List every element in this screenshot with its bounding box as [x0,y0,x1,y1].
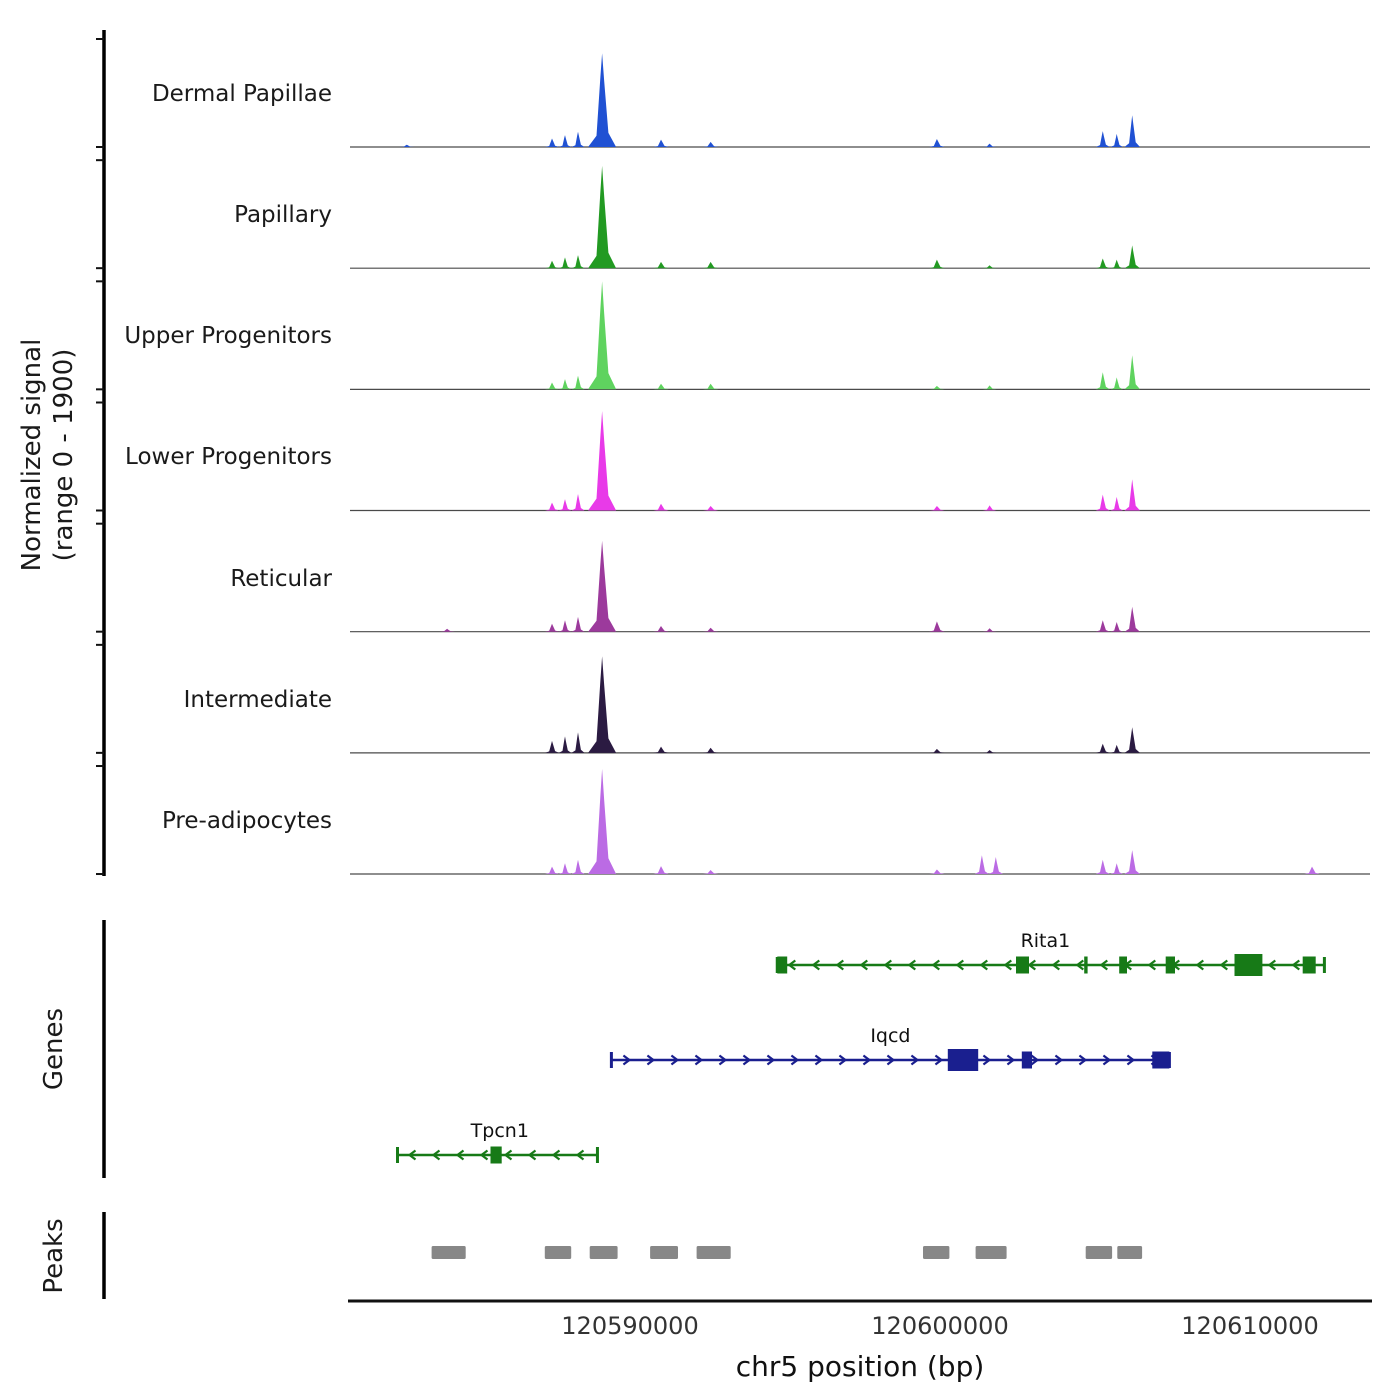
signal-area [545,165,1140,269]
signal-track-5 [96,643,1370,754]
signal-axis-label-line1: Normalized signal [17,339,47,572]
peak-region [1085,1246,1113,1259]
track-label-pre-adipocytes: Pre-adipocytes [162,808,332,834]
peak-region [696,1246,731,1259]
exon [777,956,788,974]
exon [1302,956,1316,974]
exon [1084,956,1088,974]
exon [1165,956,1175,974]
exon [947,1049,979,1071]
signal-area [545,768,1320,874]
peak-region [975,1246,1007,1259]
exon [1021,1051,1032,1069]
signal-track-3 [96,401,1370,512]
peak-region [431,1246,466,1259]
peak-region [589,1246,618,1259]
x-tick-label-0: 120590000 [561,1312,698,1340]
signal-track-2 [96,280,1370,391]
exon [1152,1051,1170,1069]
signal-area [545,411,1140,511]
signal-track-4 [96,522,1370,633]
signal-track-1 [96,159,1370,270]
gene-label: Tpcn1 [470,1120,529,1142]
strand-arrows [407,1149,585,1161]
x-axis-title: chr5 position (bp) [736,1350,985,1383]
peak-region [1117,1246,1143,1259]
signal-area [545,656,1140,753]
peak-region [923,1246,950,1259]
peaks-layer [431,1246,1143,1259]
genes-layer: Rita1 Iqcd Tpcn1 [396,930,1326,1164]
signal-axis-label-line2: (range 0 - 1900) [49,349,79,562]
exon [1119,956,1127,974]
track-label-intermediate: Intermediate [184,687,332,713]
gene-label: Iqcd [870,1025,910,1047]
signal-track-6 [96,765,1370,876]
gene-rita1: Rita1 [775,930,1326,976]
track-label-reticular: Reticular [230,566,332,592]
signal-track-0 [96,38,1370,148]
x-tick-label-2: 120610000 [1181,1312,1318,1340]
track-label-upper-progenitors: Upper Progenitors [124,323,332,349]
signal-tracks-layer [96,38,1370,876]
genes-section-label: Genes [39,1008,69,1090]
signal-area [399,53,1141,148]
exon [1016,956,1029,974]
track-label-papillary: Papillary [234,202,332,228]
exon [1234,954,1263,976]
gene-tpcn1: Tpcn1 [396,1120,599,1164]
signal-area [545,281,1140,390]
peaks-section-label: Peaks [39,1218,69,1293]
strand-arrows [622,1054,1160,1066]
exon [490,1146,502,1164]
track-label-lower-progenitors: Lower Progenitors [125,444,332,470]
gene-iqcd: Iqcd [609,1025,1171,1071]
gene-label: Rita1 [1021,930,1071,952]
track-label-dermal-papillae: Dermal Papillae [152,81,332,107]
peak-region [544,1246,572,1259]
peak-region [650,1246,678,1259]
x-tick-label-1: 120600000 [871,1312,1008,1340]
signal-area [439,540,1140,632]
